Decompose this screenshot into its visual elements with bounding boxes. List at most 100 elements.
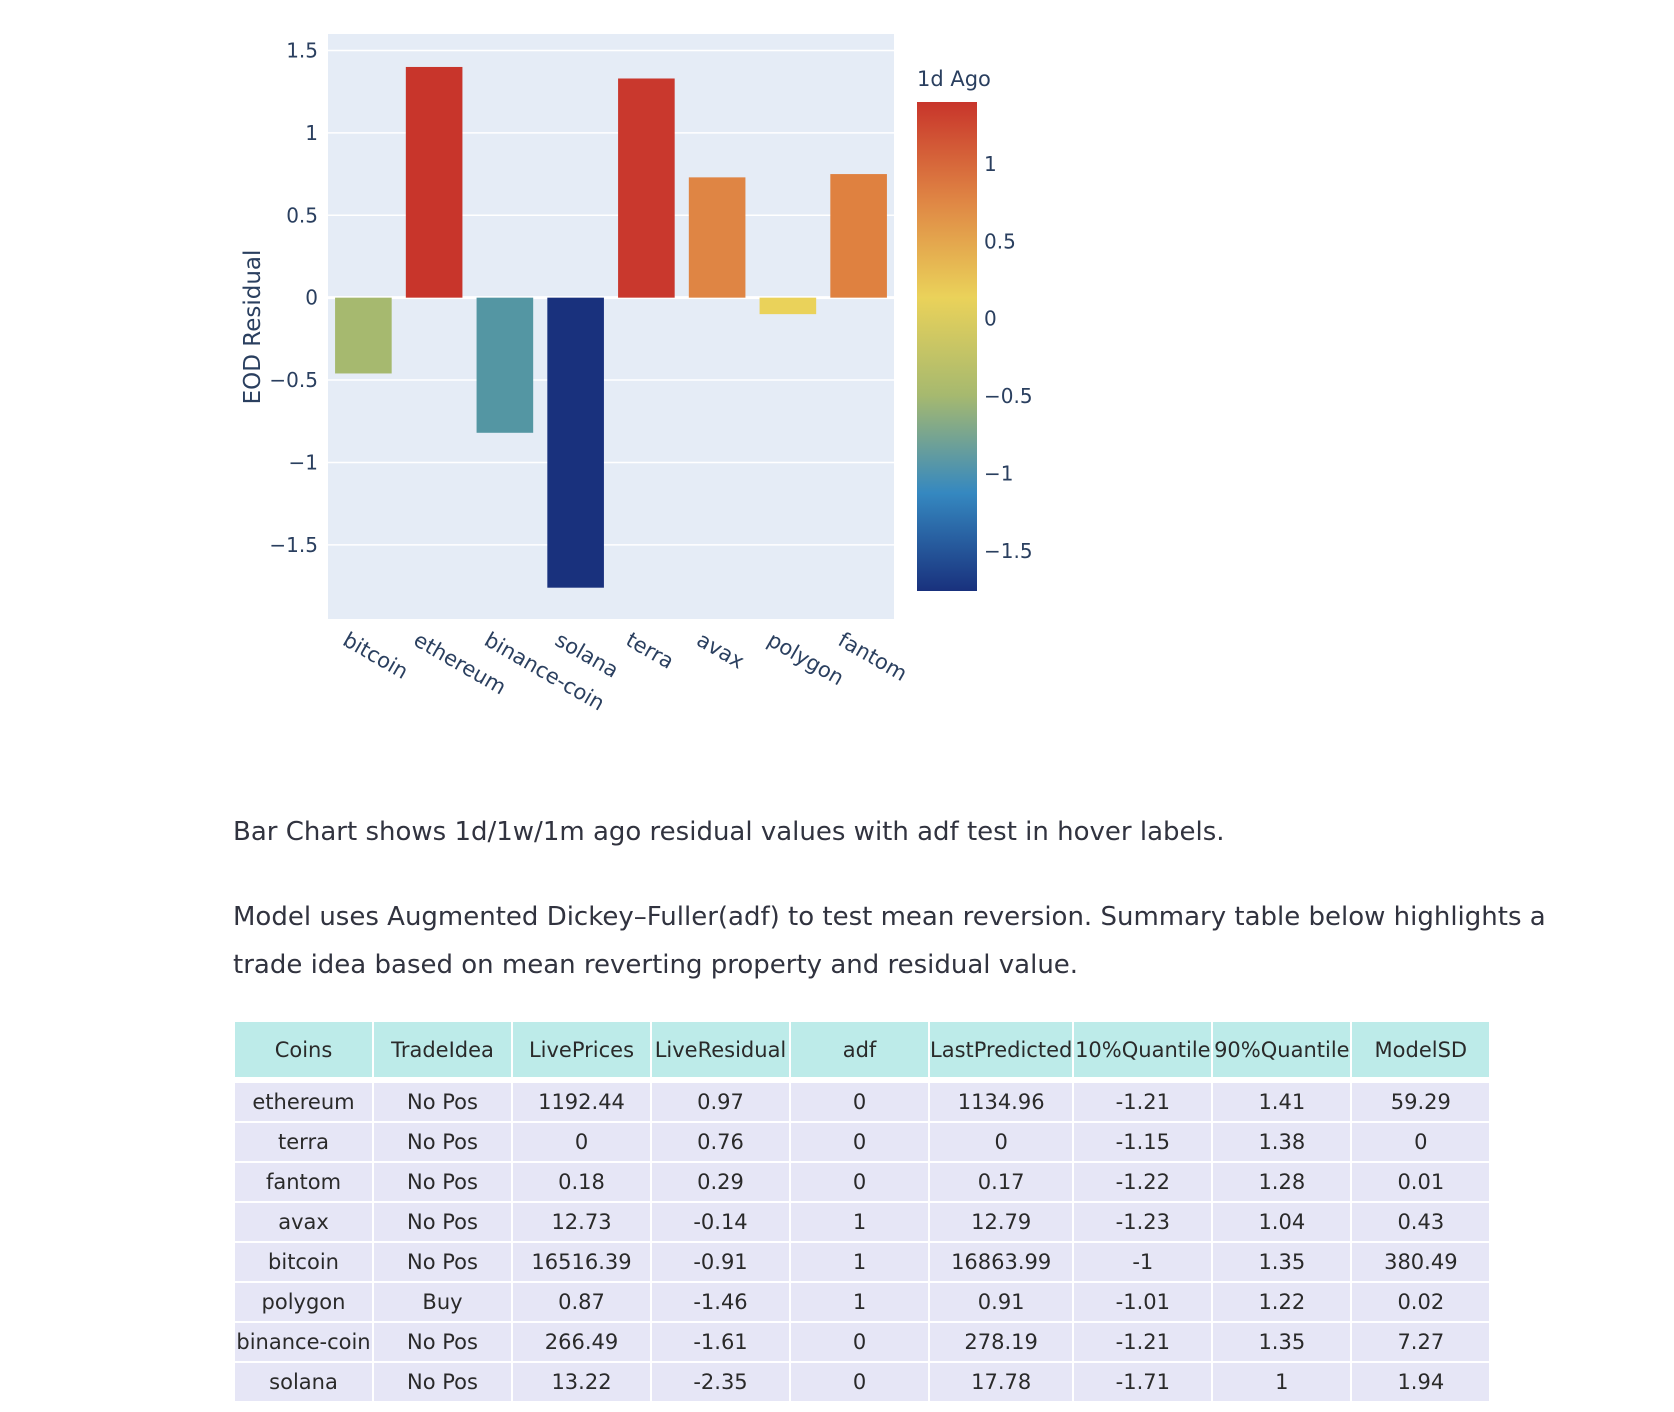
table-cell: 0.91 bbox=[927, 1281, 1075, 1323]
colorbar-tick-labels: 1 0.5 0 −0.5 −1 −1.5 bbox=[984, 152, 1033, 563]
table-cell: 0 bbox=[789, 1121, 930, 1163]
table-cell: No Pos bbox=[372, 1081, 513, 1123]
bar-polygon[interactable] bbox=[759, 297, 817, 315]
table-cell: 13.22 bbox=[511, 1361, 652, 1403]
table-cell: binance-coin bbox=[233, 1321, 374, 1363]
table-row: bitcoin No Pos 16516.39 -0.91 1 16863.99 -1 1.3… bbox=[233, 1241, 1492, 1283]
column-header: 90%Quantile bbox=[1211, 1020, 1353, 1079]
table-cell: -1 bbox=[1072, 1241, 1214, 1283]
table-cell: 0 bbox=[1350, 1121, 1492, 1163]
table-cell: 0 bbox=[789, 1361, 930, 1403]
column-header: ModelSD bbox=[1350, 1020, 1492, 1079]
table-row: terra No Pos 0 0.76 0 0 -1.15 1.38 0 bbox=[233, 1121, 1492, 1163]
table-cell: avax bbox=[233, 1201, 374, 1243]
column-header: Coins bbox=[233, 1020, 374, 1079]
table-cell: No Pos bbox=[372, 1201, 513, 1243]
table-cell: polygon bbox=[233, 1281, 374, 1323]
table-cell: 1 bbox=[789, 1241, 930, 1283]
table-cell: -1.23 bbox=[1072, 1201, 1214, 1243]
table-cell: No Pos bbox=[372, 1241, 513, 1283]
table-cell: -1.01 bbox=[1072, 1281, 1214, 1323]
chart-description: Bar Chart shows 1d/1w/1m ago residual va… bbox=[233, 817, 1225, 847]
table-cell: 1 bbox=[789, 1201, 930, 1243]
x-tick-label: terra bbox=[622, 628, 678, 674]
summary-table: Coins TradeIdea LivePrices LiveResidual adf L… bbox=[233, 1020, 1492, 1403]
table-cell: No Pos bbox=[372, 1361, 513, 1403]
table-cell: 0 bbox=[511, 1121, 652, 1163]
table-cell: 0.02 bbox=[1350, 1281, 1492, 1323]
table-cell: 1.38 bbox=[1211, 1121, 1353, 1163]
table-cell: 1.22 bbox=[1211, 1281, 1353, 1323]
table-cell: No Pos bbox=[372, 1161, 513, 1203]
bar-terra[interactable] bbox=[618, 78, 675, 298]
table-cell: 0 bbox=[789, 1081, 930, 1123]
table-cell: ethereum bbox=[233, 1081, 374, 1123]
table-cell: -0.14 bbox=[650, 1201, 791, 1243]
table-cell: -0.91 bbox=[650, 1241, 791, 1283]
bar-binance-coin[interactable] bbox=[476, 297, 534, 433]
colorbar-tick-label: 1 bbox=[984, 152, 997, 176]
table-cell: 17.78 bbox=[927, 1361, 1075, 1403]
bar-avax[interactable] bbox=[688, 177, 746, 298]
table-cell: -1.15 bbox=[1072, 1121, 1214, 1163]
table-cell: 1.94 bbox=[1350, 1361, 1492, 1403]
x-tick-label: fantom bbox=[834, 628, 911, 686]
table-cell: 16863.99 bbox=[927, 1241, 1075, 1283]
table-cell: 0.01 bbox=[1350, 1161, 1492, 1203]
colorbar-tick-label: −1.5 bbox=[984, 539, 1033, 563]
table-cell: 266.49 bbox=[511, 1321, 652, 1363]
table-header-row: Coins TradeIdea LivePrices LiveResidual adf L… bbox=[233, 1020, 1492, 1079]
table-cell: No Pos bbox=[372, 1321, 513, 1363]
table-row: avax No Pos 12.73 -0.14 1 12.79 -1.23 1.04 0.43 bbox=[233, 1201, 1492, 1243]
y-tick-label: −1 bbox=[289, 450, 318, 474]
x-tick-label: polygon bbox=[763, 628, 848, 691]
table-cell: terra bbox=[233, 1121, 374, 1163]
table-cell: 1134.96 bbox=[927, 1081, 1075, 1123]
table-cell: 0.17 bbox=[927, 1161, 1075, 1203]
bar-fantom[interactable] bbox=[830, 174, 887, 298]
table-cell: -1.22 bbox=[1072, 1161, 1214, 1203]
column-header: TradeIdea bbox=[372, 1020, 513, 1079]
model-description: Model uses Augmented Dickey–Fuller(adf) … bbox=[233, 902, 1546, 980]
table-cell: 278.19 bbox=[927, 1321, 1075, 1363]
colorbar-tick-label: −1 bbox=[984, 461, 1013, 485]
table-cell: 12.73 bbox=[511, 1201, 652, 1243]
table-cell: -2.35 bbox=[650, 1361, 791, 1403]
y-tick-label: 1 bbox=[305, 121, 318, 145]
table-cell: 7.27 bbox=[1350, 1321, 1492, 1363]
bars bbox=[335, 66, 887, 588]
column-header: LivePrices bbox=[511, 1020, 652, 1079]
table-cell: 0.97 bbox=[650, 1081, 791, 1123]
column-header: 10%Quantile bbox=[1072, 1020, 1214, 1079]
table-cell: 12.79 bbox=[927, 1201, 1075, 1243]
table-cell: Buy bbox=[372, 1281, 513, 1323]
y-tick-label: −0.5 bbox=[269, 368, 318, 392]
table-cell: 1 bbox=[789, 1281, 930, 1323]
table-cell: solana bbox=[233, 1361, 374, 1403]
table-cell: -1.21 bbox=[1072, 1081, 1214, 1123]
column-header: LiveResidual bbox=[650, 1020, 791, 1079]
table-cell: 0.43 bbox=[1350, 1201, 1492, 1243]
table-cell: 59.29 bbox=[1350, 1081, 1492, 1123]
table-row: ethereum No Pos 1192.44 0.97 0 1134.96 -1.21 1.… bbox=[233, 1081, 1492, 1123]
table-row: solana No Pos 13.22 -2.35 0 17.78 -1.71 1 1.94 bbox=[233, 1361, 1492, 1403]
y-tick-label: 0.5 bbox=[286, 203, 318, 227]
colorbar-tick-label: −0.5 bbox=[984, 384, 1033, 408]
table-cell: 0.87 bbox=[511, 1281, 652, 1323]
y-axis-title: EOD Residual bbox=[240, 250, 266, 405]
column-header: adf bbox=[789, 1020, 930, 1079]
x-tick-label: bitcoin bbox=[339, 628, 412, 684]
y-tick-label: −1.5 bbox=[269, 533, 318, 557]
table-cell: 1.35 bbox=[1211, 1321, 1353, 1363]
table-cell: 0 bbox=[789, 1321, 930, 1363]
bar-solana[interactable] bbox=[547, 297, 604, 588]
column-header: LastPredicted bbox=[927, 1020, 1075, 1079]
table-cell: 1.28 bbox=[1211, 1161, 1353, 1203]
table-cell: bitcoin bbox=[233, 1241, 374, 1283]
table-cell: 0 bbox=[789, 1161, 930, 1203]
table-cell: 0.29 bbox=[650, 1161, 791, 1203]
table-cell: 1.35 bbox=[1211, 1241, 1353, 1283]
bar-ethereum[interactable] bbox=[405, 66, 463, 298]
table-cell: 1.41 bbox=[1211, 1081, 1353, 1123]
bar-bitcoin[interactable] bbox=[335, 297, 392, 374]
